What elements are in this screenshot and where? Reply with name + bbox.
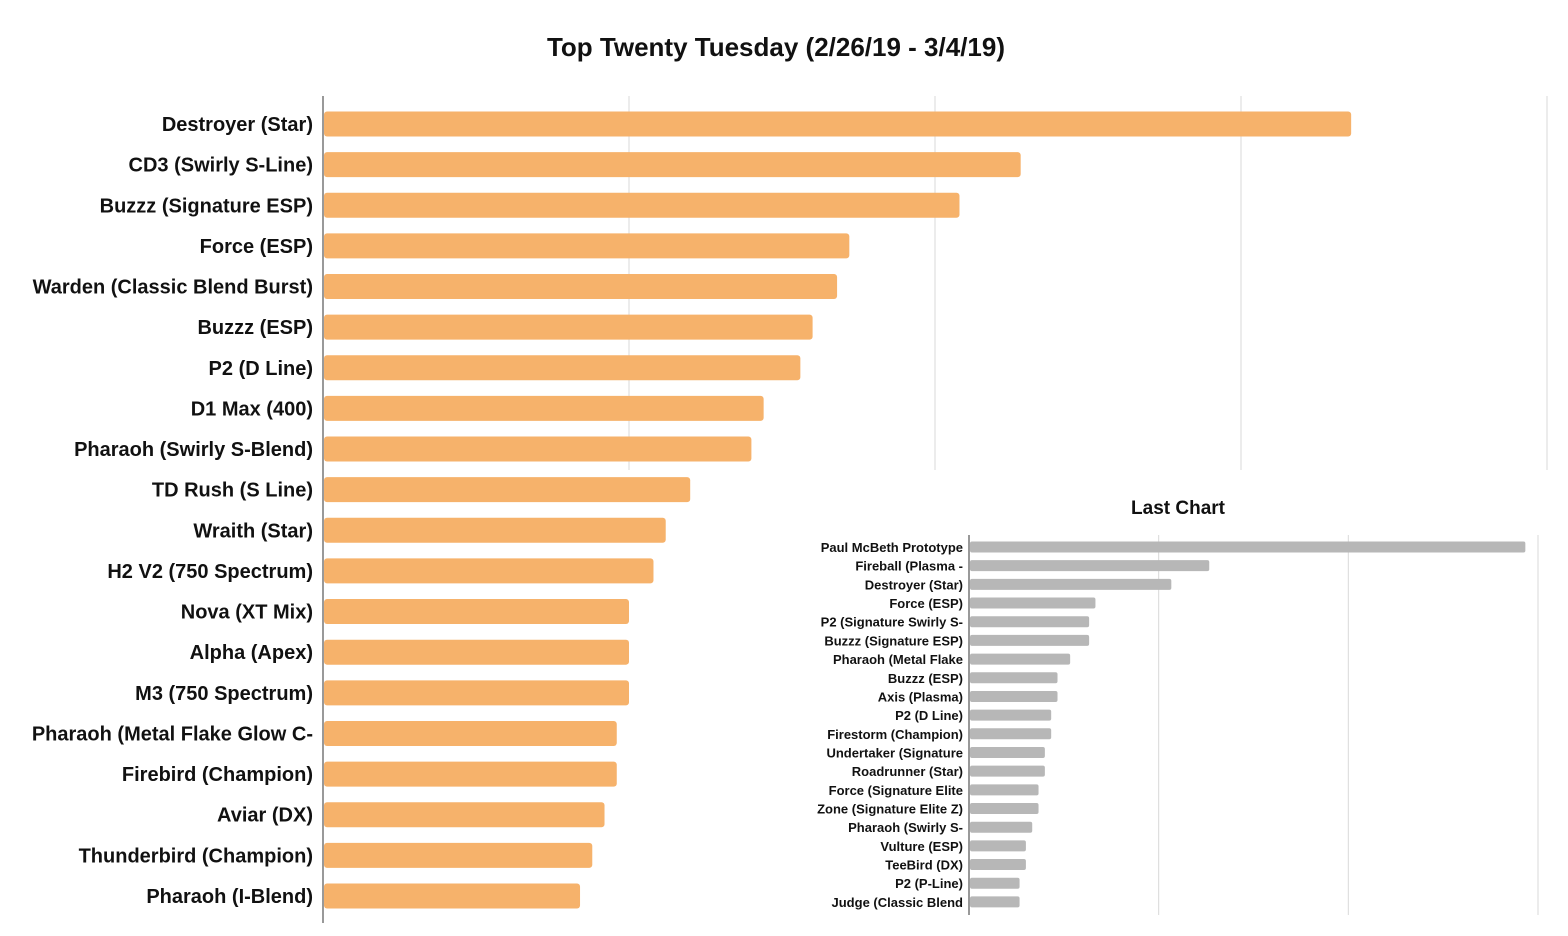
- inset-category-label: TeeBird (DX): [885, 858, 963, 873]
- main-bars: [324, 111, 1352, 909]
- main-category-label: P2 (D Line): [209, 358, 313, 380]
- inset-category-label: P2 (P-Line): [895, 876, 963, 891]
- inset-bar: [970, 803, 1039, 815]
- inset-bar: [970, 560, 1210, 572]
- inset-category-label: Force (ESP): [889, 596, 963, 611]
- main-bar: [324, 802, 605, 828]
- inset-gridlines: [968, 535, 1539, 915]
- inset-category-label: Force (Signature Elite: [829, 783, 963, 798]
- main-bar: [324, 355, 801, 381]
- inset-category-label: Paul McBeth Prototype: [821, 540, 963, 555]
- main-category-label: Wraith (Star): [193, 520, 313, 542]
- main-bar: [324, 842, 593, 868]
- main-category-label: Pharaoh (Metal Flake Glow C-: [32, 723, 313, 745]
- main-bar: [324, 436, 752, 462]
- main-bar: [324, 558, 654, 584]
- main-category-label: Thunderbird (Champion): [79, 845, 313, 867]
- inset-bar: [970, 709, 1052, 721]
- main-bar: [324, 152, 1021, 178]
- main-bar: [324, 274, 838, 300]
- main-gridlines: [322, 96, 1548, 923]
- inset-bar: [970, 653, 1071, 665]
- main-category-label: Pharaoh (Swirly S-Blend): [74, 439, 313, 461]
- chart-title: Top Twenty Tuesday (2/26/19 - 3/4/19): [547, 32, 1005, 62]
- inset-category-label: Vulture (ESP): [880, 839, 963, 854]
- main-bar: [324, 395, 764, 421]
- main-category-label: Destroyer (Star): [162, 114, 313, 136]
- main-bar: [324, 883, 581, 909]
- inset-category-label: Buzzz (ESP): [888, 671, 963, 686]
- main-category-label: Buzzz (ESP): [197, 317, 313, 339]
- inset-category-label: Fireball (Plasma -: [855, 559, 963, 574]
- main-category-label: Pharaoh (I-Blend): [146, 886, 313, 908]
- inset-bar: [970, 784, 1039, 796]
- inset-category-label: Destroyer (Star): [865, 577, 963, 592]
- inset-category-label: Pharaoh (Swirly S-: [848, 820, 963, 835]
- main-bar: [324, 111, 1352, 137]
- main-bar: [324, 680, 629, 706]
- inset-bar: [970, 746, 1045, 758]
- inset-bar: [970, 859, 1026, 871]
- main-category-label: Warden (Classic Blend Burst): [33, 277, 313, 299]
- main-category-labels: Destroyer (Star) CD3 (Swirly S-Line) Buzzz…: [32, 114, 313, 908]
- inset-chart-title: Last Chart: [1131, 498, 1226, 519]
- inset-bar: [970, 597, 1096, 609]
- main-bar: [324, 639, 629, 665]
- inset-category-label: Pharaoh (Metal Flake: [833, 652, 963, 667]
- inset-bar: [970, 690, 1058, 702]
- main-bar: [324, 477, 691, 503]
- inset-category-label: Firestorm (Champion): [827, 727, 963, 742]
- main-category-label: Firebird (Champion): [122, 764, 313, 786]
- main-bar: [324, 233, 850, 259]
- main-bar: [324, 761, 617, 787]
- inset-bar: [970, 578, 1172, 590]
- inset-category-label: Buzzz (Signature ESP): [824, 633, 963, 648]
- main-bar: [324, 599, 629, 625]
- inset-bars: [970, 541, 1526, 908]
- main-bar: [324, 517, 666, 543]
- inset-bar: [970, 821, 1033, 833]
- main-category-label: TD Rush (S Line): [152, 480, 313, 502]
- inset-category-label: Axis (Plasma): [878, 689, 963, 704]
- main-bar: [324, 192, 960, 218]
- inset-bar: [970, 672, 1058, 684]
- main-bar: [324, 720, 617, 746]
- inset-category-label: P2 (D Line): [895, 708, 963, 723]
- inset-category-label: Zone (Signature Elite Z): [817, 802, 963, 817]
- inset-bar: [970, 877, 1020, 889]
- inset-bar: [970, 765, 1045, 777]
- inset-bar: [970, 541, 1526, 553]
- inset-category-label: Judge (Classic Blend: [832, 895, 964, 910]
- inset-category-label: Roadrunner (Star): [852, 764, 963, 779]
- main-category-label: Nova (XT Mix): [181, 602, 313, 624]
- main-category-label: CD3 (Swirly S-Line): [129, 155, 313, 177]
- inset-bar: [970, 634, 1090, 646]
- inset-category-label: P2 (Signature Swirly S-: [821, 615, 963, 630]
- main-category-label: Alpha (Apex): [190, 642, 313, 664]
- inset-bar: [970, 616, 1090, 628]
- main-category-label: M3 (750 Spectrum): [135, 683, 313, 705]
- inset-category-label: Undertaker (Signature: [826, 745, 963, 760]
- inset-bar: [970, 840, 1026, 852]
- main-bar: [324, 314, 813, 340]
- inset-bar: [970, 728, 1052, 740]
- main-category-label: Aviar (DX): [217, 805, 313, 827]
- main-category-label: Force (ESP): [200, 236, 313, 258]
- main-category-label: Buzzz (Signature ESP): [100, 195, 313, 217]
- main-category-label: H2 V2 (750 Spectrum): [107, 561, 313, 583]
- inset-bar: [970, 896, 1020, 908]
- inset-category-labels: Paul McBeth Prototype Fireball (Plasma - D…: [817, 540, 963, 910]
- main-category-label: D1 Max (400): [191, 398, 313, 420]
